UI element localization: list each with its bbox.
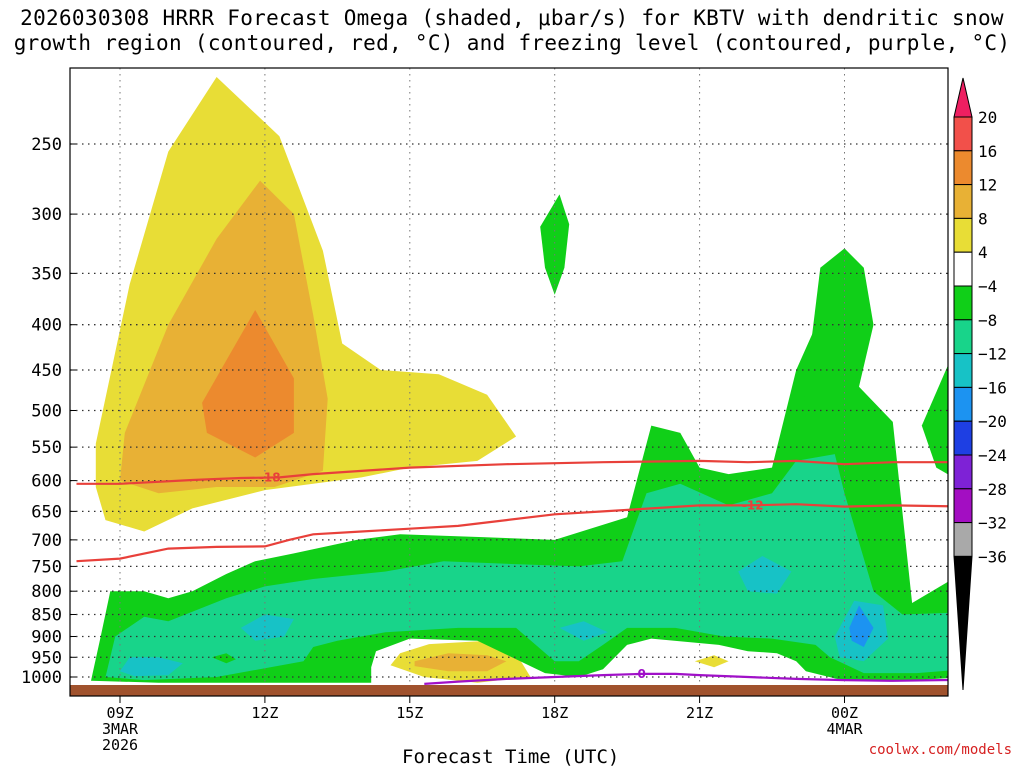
colorbar-seg-12 bbox=[953, 488, 973, 524]
y-tick-label-750: 750 bbox=[31, 557, 62, 577]
y-tick-label-450: 450 bbox=[31, 361, 62, 381]
omega-region-6 bbox=[540, 194, 570, 295]
colorbar-label-0: 20 bbox=[978, 108, 997, 127]
y-tick-label-600: 600 bbox=[31, 472, 62, 492]
chart-title: 2026030308 HRRR Forecast Omega (shaded, … bbox=[0, 6, 1024, 56]
credit-text: coolwx.com/models bbox=[868, 742, 1012, 758]
dgz-line-label-18: -18 bbox=[259, 471, 281, 485]
x-tick-label-18Z: 18Z bbox=[541, 704, 568, 722]
colorbar-label-11: −28 bbox=[978, 480, 1007, 499]
colorbar-seg-6 bbox=[953, 285, 973, 321]
y-tick-label-300: 300 bbox=[31, 205, 62, 225]
colorbar-seg-11 bbox=[953, 454, 973, 490]
omega-region-10 bbox=[105, 454, 948, 681]
y-tick-label-350: 350 bbox=[31, 264, 62, 284]
x-tick-label-00Z: 00Z bbox=[831, 704, 858, 722]
omega-region-14 bbox=[559, 621, 608, 641]
omega-region-17 bbox=[849, 605, 874, 647]
colorbar-label-8: −16 bbox=[978, 378, 1007, 397]
colorbar-label-9: −20 bbox=[978, 412, 1007, 431]
x-tick-label-12Z: 12Z bbox=[251, 704, 278, 722]
y-tick-label-400: 400 bbox=[31, 316, 62, 336]
omega-region-8 bbox=[801, 248, 874, 426]
y-tick-label-950: 950 bbox=[31, 648, 62, 668]
omega-region-12 bbox=[120, 657, 183, 677]
colorbar-label-4: 4 bbox=[978, 243, 988, 262]
colorbar-label-7: −12 bbox=[978, 345, 1007, 364]
omega-region-18 bbox=[211, 653, 236, 664]
y-tick-label-500: 500 bbox=[31, 402, 62, 422]
title-line-2: growth region (contoured, red, °C) and f… bbox=[13, 31, 1011, 55]
colorbar-seg-13 bbox=[953, 522, 973, 557]
dgz-line-12 bbox=[76, 503, 948, 563]
colorbar-seg-4 bbox=[953, 217, 973, 253]
colorbar-label-3: 8 bbox=[978, 209, 988, 228]
colorbar-seg-10 bbox=[953, 420, 973, 456]
x-tick-label-2026: 2026 bbox=[102, 736, 138, 754]
colorbar-label-6: −8 bbox=[978, 311, 997, 330]
omega-colorbar: 20 16 12 8 4 −4 −8 −12 −16 −20 −24 −28 −32 −36 bbox=[953, 77, 1007, 691]
x-tick-label-3MAR: 3MAR bbox=[102, 720, 139, 738]
freezing-level-label: 0 bbox=[637, 667, 645, 681]
omega-region-15 bbox=[738, 556, 792, 594]
y-tick-label-700: 700 bbox=[31, 531, 62, 551]
y-tick-label-550: 550 bbox=[31, 438, 62, 458]
colorbar-seg-8 bbox=[953, 353, 973, 388]
plot-frame bbox=[69, 67, 949, 697]
x-tick-label-09Z: 09Z bbox=[106, 704, 133, 722]
omega-region-4 bbox=[414, 653, 507, 672]
colorbar-label-2: 12 bbox=[978, 176, 997, 195]
colorbar-seg-2 bbox=[953, 150, 973, 186]
colorbar-bottom-arrow bbox=[953, 555, 973, 691]
colorbar-label-1: 16 bbox=[978, 142, 997, 161]
omega-region-13 bbox=[240, 614, 294, 641]
y-tick-label-250: 250 bbox=[31, 135, 62, 155]
colorbar-top-arrow bbox=[953, 77, 973, 118]
omega-shading bbox=[91, 77, 948, 683]
y-tick-label-900: 900 bbox=[31, 627, 62, 647]
colorbar-seg-3 bbox=[953, 184, 973, 219]
gridlines bbox=[70, 68, 948, 696]
colorbar-seg-9 bbox=[953, 386, 973, 422]
colorbar-seg-1 bbox=[953, 116, 973, 152]
x-tick-label-15Z: 15Z bbox=[396, 704, 423, 722]
colorbar-label-5: −4 bbox=[978, 277, 997, 296]
omega-region-2 bbox=[202, 310, 294, 458]
terrain-band bbox=[70, 685, 948, 696]
dgz-line-18 bbox=[76, 459, 948, 485]
contour-lines: -18 -12 0 bbox=[76, 459, 948, 685]
omega-region-5 bbox=[694, 655, 729, 668]
title-line-1: 2026030308 HRRR Forecast Omega (shaded, … bbox=[20, 6, 1004, 30]
y-tick-label-850: 850 bbox=[31, 606, 62, 626]
colorbar-label-12: −32 bbox=[978, 514, 1007, 533]
y-axis-ticks: 2503003504004505005506006507007508008509… bbox=[21, 135, 76, 688]
x-axis-label: Forecast Time (UTC) bbox=[402, 746, 620, 768]
colorbar-label-10: −24 bbox=[978, 446, 1007, 465]
colorbar-seg-5 bbox=[953, 251, 973, 287]
y-tick-label-800: 800 bbox=[31, 582, 62, 602]
x-tick-label-4MAR: 4MAR bbox=[826, 720, 863, 738]
y-tick-label-1000: 1000 bbox=[21, 668, 62, 688]
colorbar-label-13: −36 bbox=[978, 547, 1007, 566]
dgz-line-label-12: -12 bbox=[742, 498, 764, 512]
colorbar-seg-7 bbox=[953, 319, 973, 355]
y-tick-label-650: 650 bbox=[31, 502, 62, 522]
freezing-level-line bbox=[424, 672, 948, 685]
x-tick-label-21Z: 21Z bbox=[686, 704, 713, 722]
